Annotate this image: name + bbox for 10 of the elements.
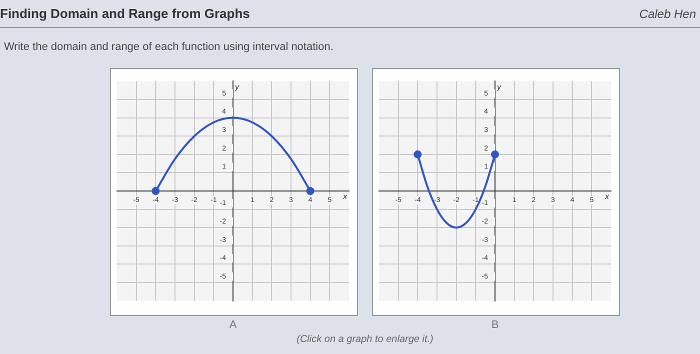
- x-axis-title: x: [342, 192, 348, 202]
- y-axis-title: y: [234, 82, 240, 92]
- x-axis-title: x: [604, 192, 610, 202]
- chart-title: Finding Domain and Range from Graphs: [0, 6, 250, 21]
- chart-subtitle: Write the domain and range of each function using interval notation.: [4, 41, 334, 53]
- text: (Click on a graph to enlarge it.): [296, 334, 434, 345]
- text: B: [491, 319, 499, 331]
- text: Caleb Hen: [639, 7, 696, 21]
- text: A: [229, 319, 237, 331]
- y-axis-title: y: [496, 82, 502, 92]
